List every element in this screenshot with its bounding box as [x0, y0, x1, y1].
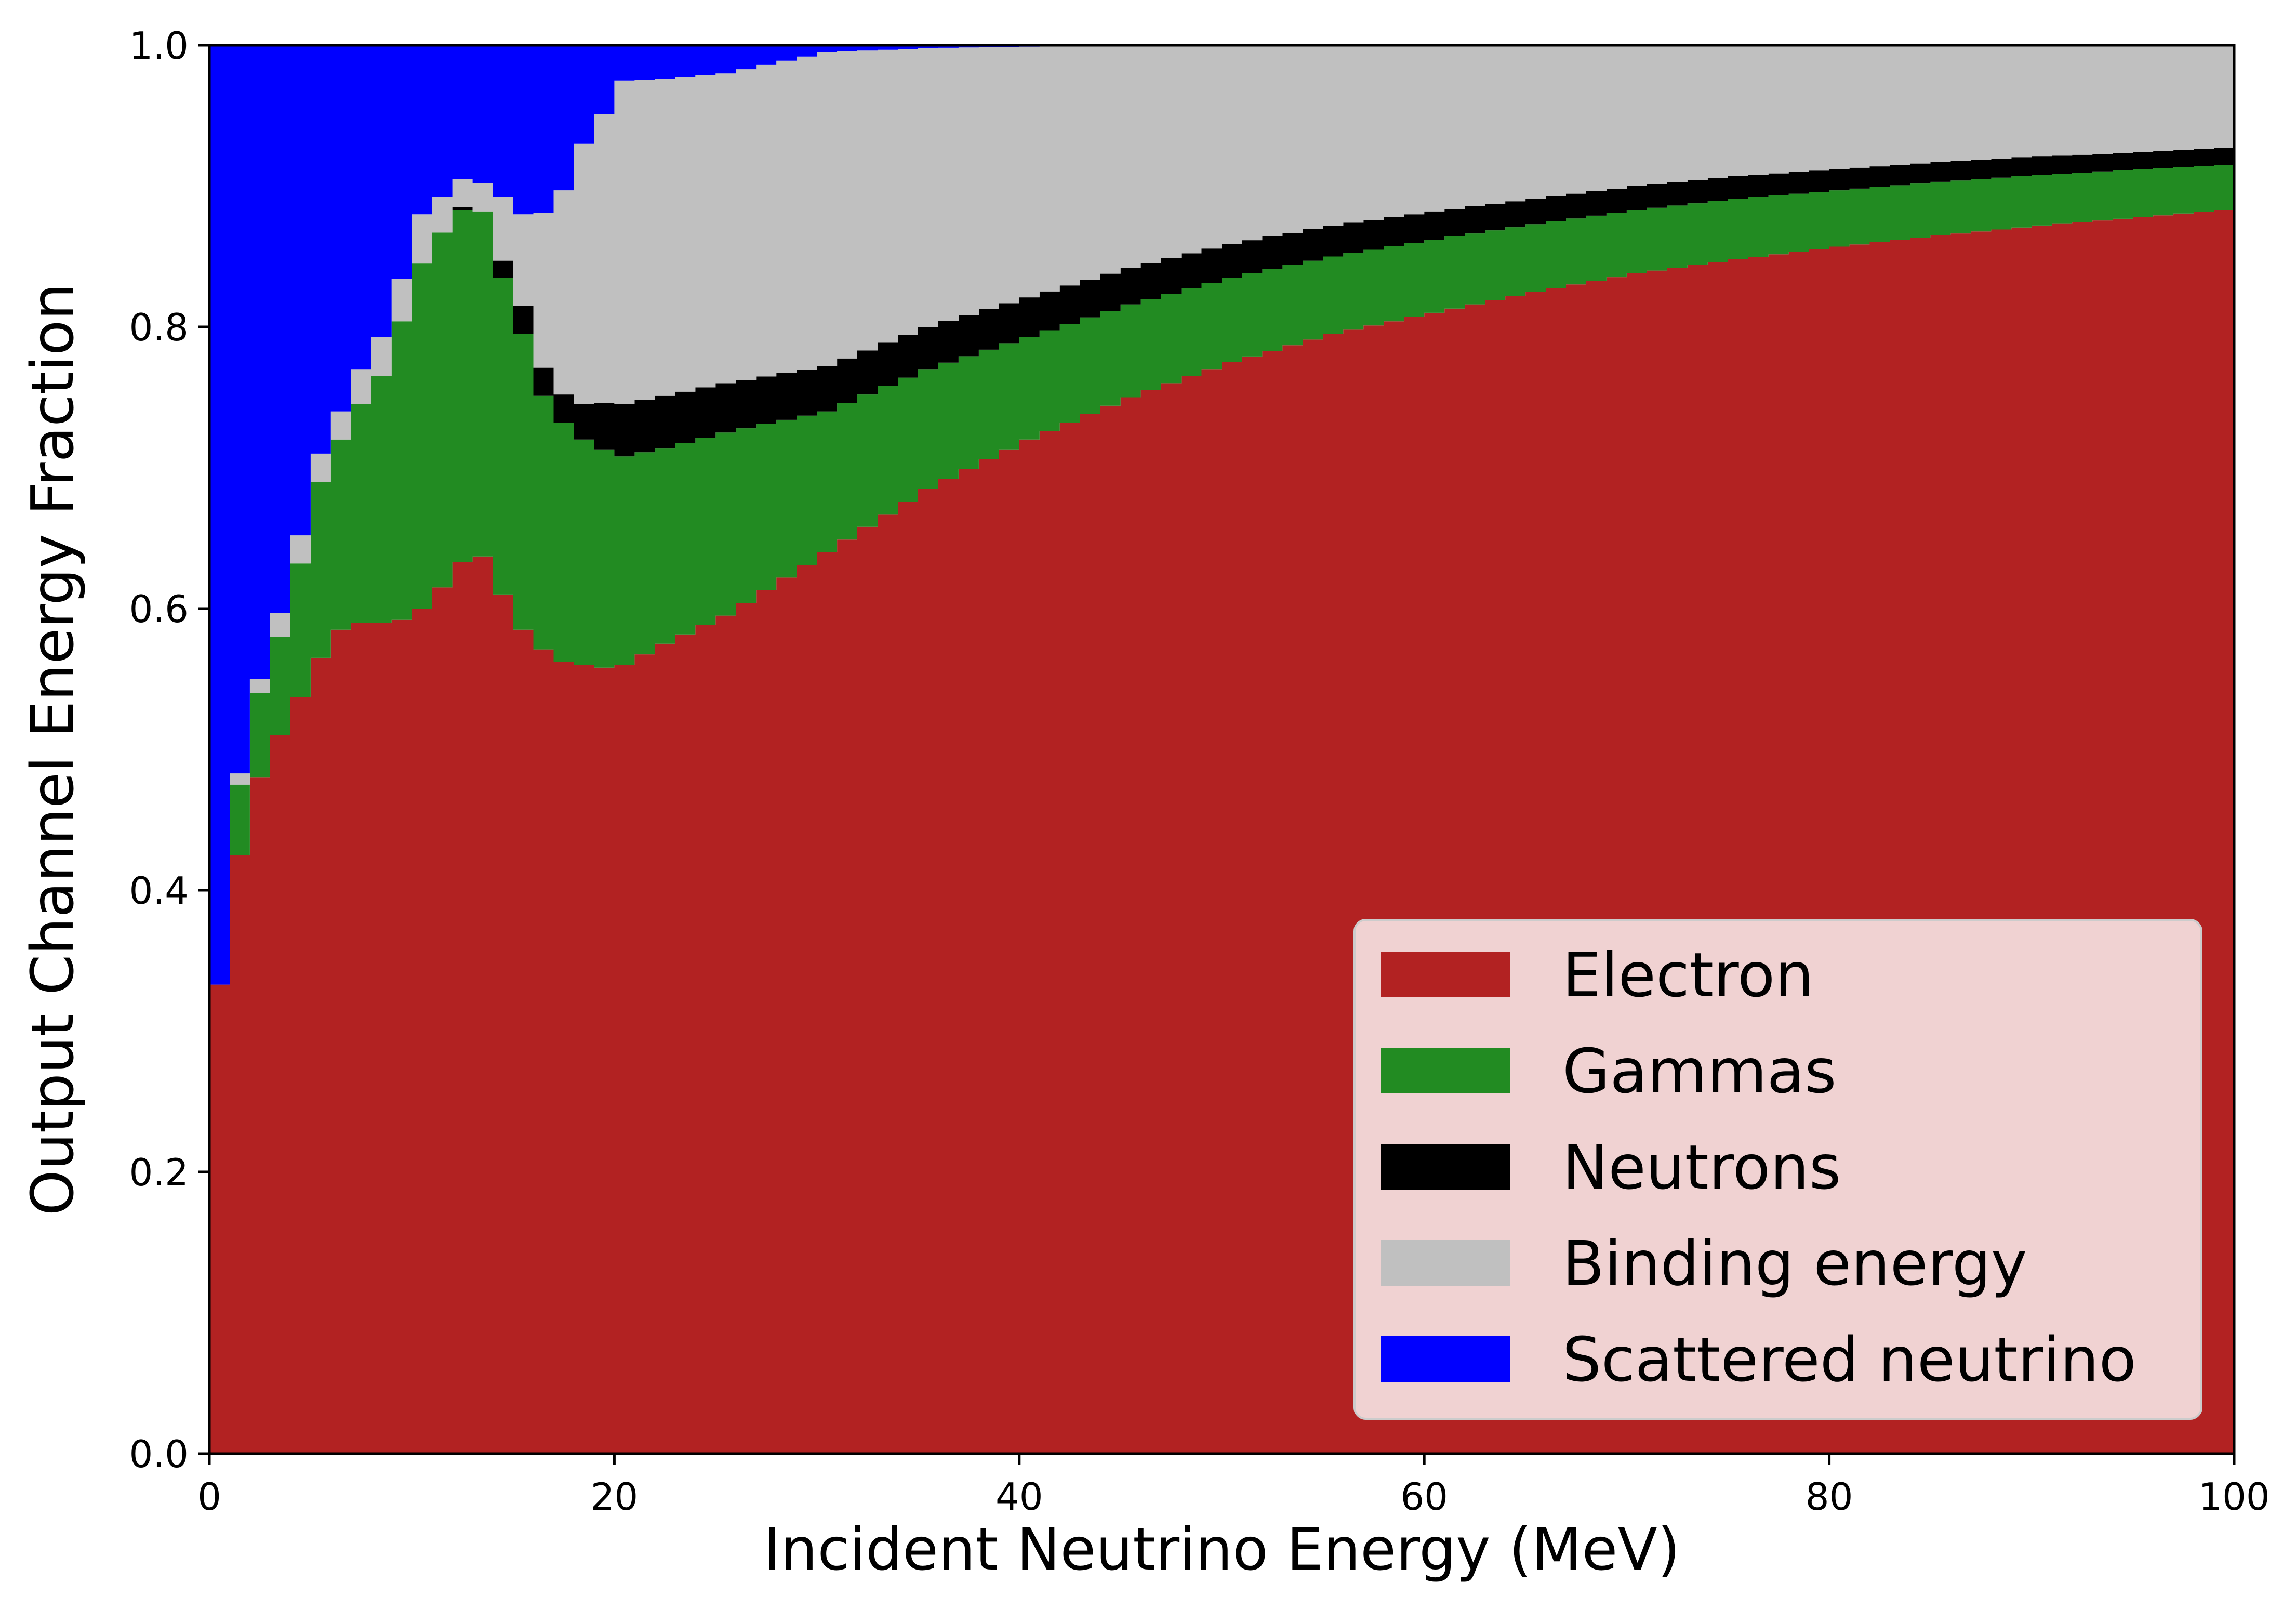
series-area-gammas: [209, 165, 2234, 985]
legend-swatch: [1381, 1336, 1510, 1382]
legend-swatch: [1381, 1144, 1510, 1190]
legend-label: Electron: [1562, 939, 1814, 1011]
y-tick-label: 0.8: [129, 306, 189, 349]
y-tick-label: 0.0: [129, 1432, 189, 1476]
x-axis-label: Incident Neutrino Energy (MeV): [763, 1516, 1680, 1584]
x-tick-label: 20: [591, 1475, 639, 1519]
x-axis: 0 20 40 60 80 100: [197, 1454, 2270, 1519]
y-axis-label: Output Channel Energy Fraction: [19, 283, 87, 1216]
y-tick-label: 0.2: [129, 1151, 189, 1194]
x-tick-label: 0: [197, 1475, 221, 1519]
legend-box: [1353, 919, 2202, 1420]
plot-frame: [208, 44, 2236, 1455]
legend-swatch: [1381, 952, 1510, 997]
legend-label: Neutrons: [1562, 1131, 1841, 1203]
legend-label: Scattered neutrino: [1562, 1324, 2136, 1395]
x-tick-label: 40: [996, 1475, 1043, 1519]
x-tick-label: 80: [1806, 1475, 1853, 1519]
legend-label: Binding energy: [1562, 1228, 2027, 1299]
x-tick-label: 100: [2198, 1475, 2270, 1519]
legend-swatch: [1381, 1048, 1510, 1093]
y-tick-label: 1.0: [129, 24, 189, 68]
series-area-scattered-neutrino: [209, 45, 2234, 985]
y-tick-label: 0.6: [129, 587, 189, 631]
legend-swatch: [1381, 1240, 1510, 1286]
x-tick-label: 60: [1400, 1475, 1448, 1519]
series-area-binding-energy: [209, 45, 2234, 985]
legend: Electron Gammas Neutrons Binding energy Scat…: [1353, 919, 2202, 1420]
y-tick-label: 0.4: [129, 869, 189, 913]
y-axis: 0.0 0.2 0.4 0.6 0.8 1.0: [129, 24, 209, 1476]
legend-label: Gammas: [1562, 1035, 1836, 1107]
